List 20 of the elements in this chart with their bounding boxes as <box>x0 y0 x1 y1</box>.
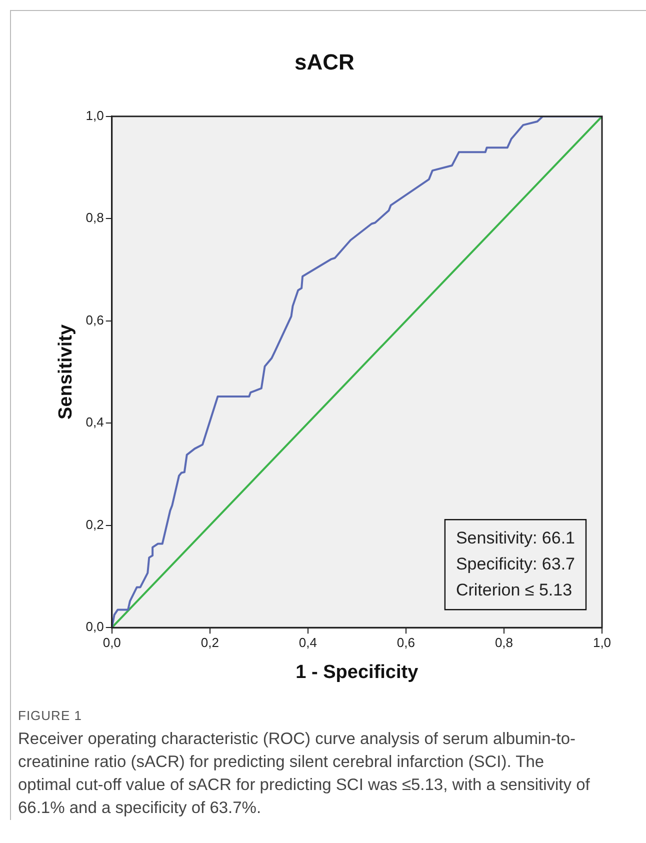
y-tick-label: 0,8 <box>86 210 104 226</box>
x-tick-label: 0,4 <box>298 634 317 650</box>
annotation: Criterion ≤ 5.13 <box>456 580 572 600</box>
y-tick-label: 0,6 <box>86 312 104 328</box>
x-tick-label: 0,8 <box>494 634 514 650</box>
text: Receiver operating characteristic (ROC) curve analysis of serum albumin-to-creatinine ratio (sACR) for predicting silent cerebral infarction (SCI). The optimal cut-off value of sACR for predicting SCI was ≤5.13, with a sensitivity of 66.1% and a specificity of 63.7%. <box>18 729 591 819</box>
annotation: Sensitivity: 66.1 <box>456 528 576 548</box>
y-tick-label: 0,0 <box>86 619 104 634</box>
y-tick-label: 1,0 <box>86 108 104 123</box>
y-tick-label: 0,4 <box>86 414 104 430</box>
x-tick-label: 1,0 <box>592 634 612 650</box>
x-tick-label: 0,6 <box>396 634 415 650</box>
chart-title: sACR <box>294 49 355 74</box>
x-tick-label: 0,2 <box>200 634 219 650</box>
x-axis-title: 1 - Specificity <box>296 662 419 683</box>
annotation: Specificity: 63.7 <box>456 554 576 574</box>
x-tick-label: 0,0 <box>102 634 121 650</box>
y-axis-title: Sensitivity <box>56 324 77 420</box>
caption: FIGURE 1 <box>18 708 82 723</box>
y-tick-label: 0,2 <box>86 516 104 532</box>
